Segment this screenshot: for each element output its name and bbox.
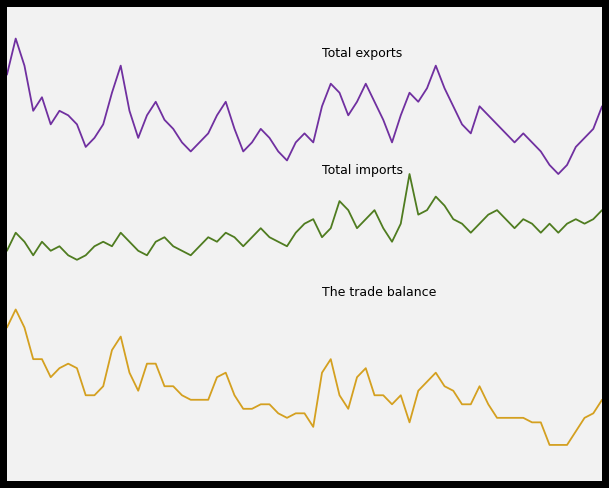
Text: Total exports: Total exports [322,47,403,60]
Text: The trade balance: The trade balance [322,286,437,299]
Text: Total imports: Total imports [322,164,403,177]
